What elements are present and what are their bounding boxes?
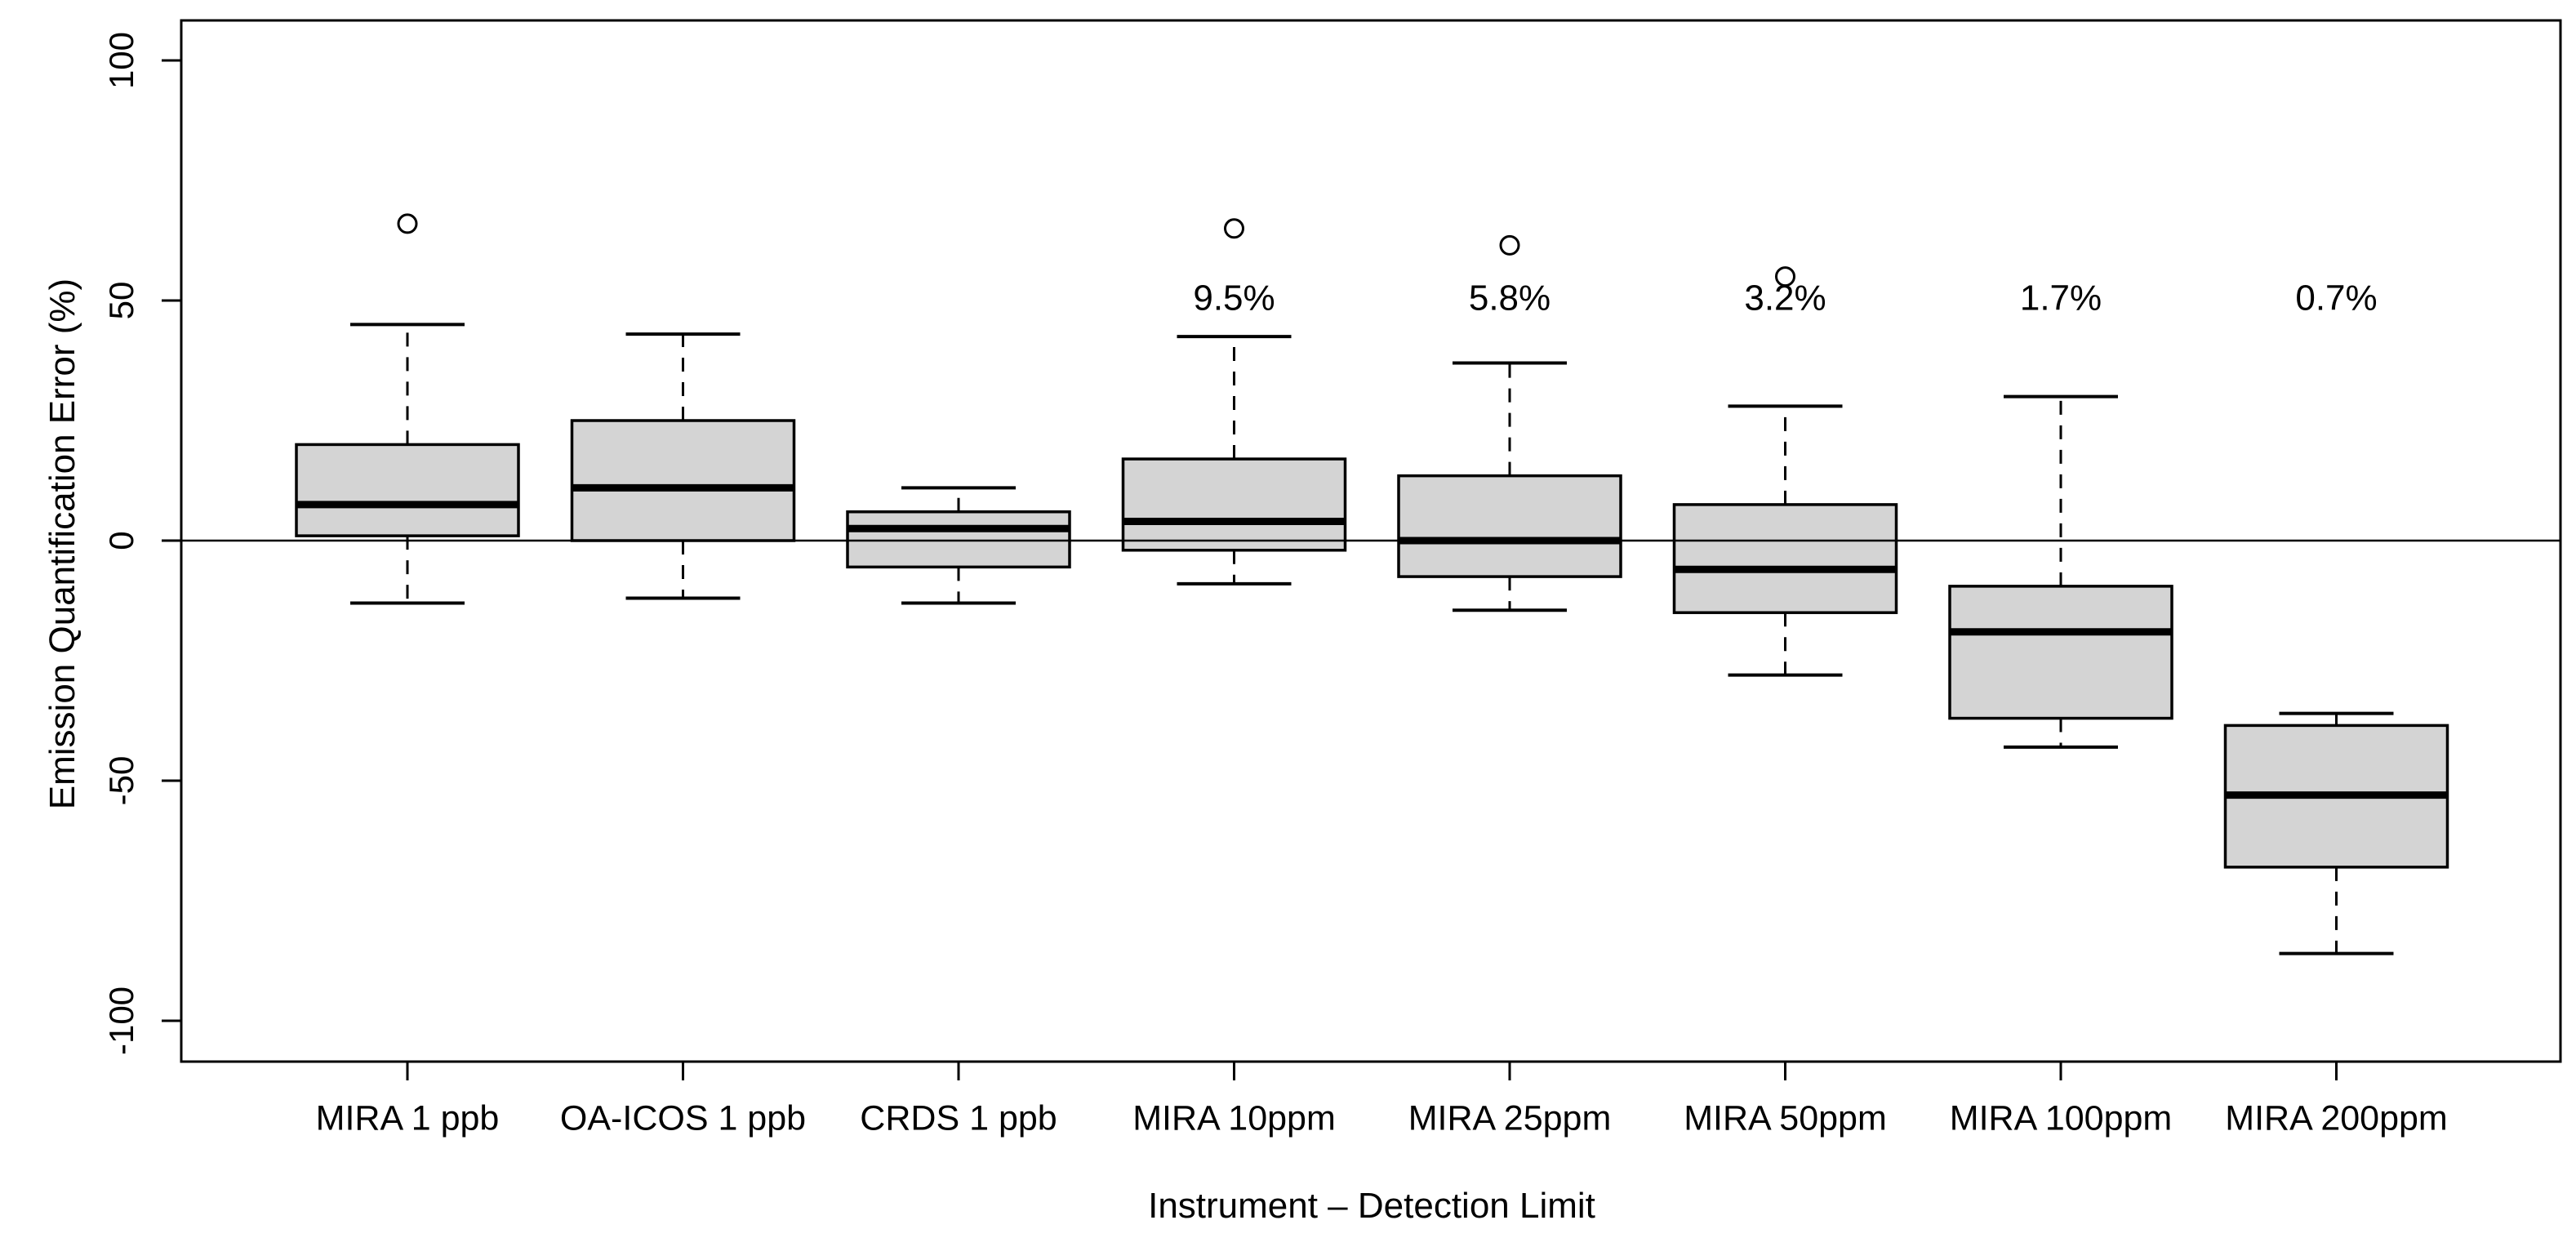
y-tick-label: -100: [102, 986, 140, 1055]
box-group-7: 1.7%: [1948, 278, 2173, 749]
y-axis-title: Emission Quantification Error (%): [42, 278, 82, 810]
x-category-label: MIRA 1 ppb: [316, 1098, 500, 1138]
iqr-box: [1121, 457, 1347, 552]
x-category-label: MIRA 200ppm: [2225, 1098, 2447, 1138]
y-tick-label: 50: [102, 282, 140, 320]
iqr-box: [295, 443, 520, 537]
x-category-label: OA-ICOS 1 ppb: [560, 1098, 806, 1138]
x-category-label: MIRA 25ppm: [1408, 1098, 1612, 1138]
annotation-label: 5.8%: [1469, 278, 1550, 318]
iqr-box: [570, 419, 796, 542]
y-tick-label: -50: [102, 756, 140, 806]
iqr-box: [1672, 503, 1898, 614]
x-category-label: CRDS 1 ppb: [860, 1098, 1057, 1138]
box-group-5: 5.8%: [1397, 234, 1622, 612]
iqr-box: [846, 510, 1071, 569]
annotation-label: 3.2%: [1744, 278, 1826, 318]
outlier-point: [1499, 234, 1520, 256]
x-category-label: MIRA 100ppm: [1950, 1098, 2172, 1138]
box-group-8: 0.7%: [2223, 278, 2449, 955]
annotation-label: 0.7%: [2295, 278, 2377, 318]
box-group-1: [295, 213, 520, 605]
box-group-2: [570, 332, 796, 600]
outlier-point: [1775, 266, 1795, 287]
annotation-label: 9.5%: [1193, 278, 1275, 318]
box-group-3: [846, 486, 1071, 605]
x-category-label: MIRA 50ppm: [1684, 1098, 1887, 1138]
y-tick-label: 0: [102, 531, 140, 550]
outlier-point: [1224, 218, 1244, 239]
y-tick-label: 100: [102, 32, 140, 89]
box-group-4: 9.5%: [1121, 218, 1347, 586]
iqr-box: [1948, 585, 2173, 720]
iqr-box: [1397, 474, 1622, 578]
box-group-6: 3.2%: [1672, 266, 1898, 677]
x-category-label: MIRA 10ppm: [1132, 1098, 1336, 1138]
x-axis-title: Instrument – Detection Limit: [1148, 1186, 1595, 1226]
outlier-point: [397, 213, 418, 234]
annotation-label: 1.7%: [2020, 278, 2102, 318]
